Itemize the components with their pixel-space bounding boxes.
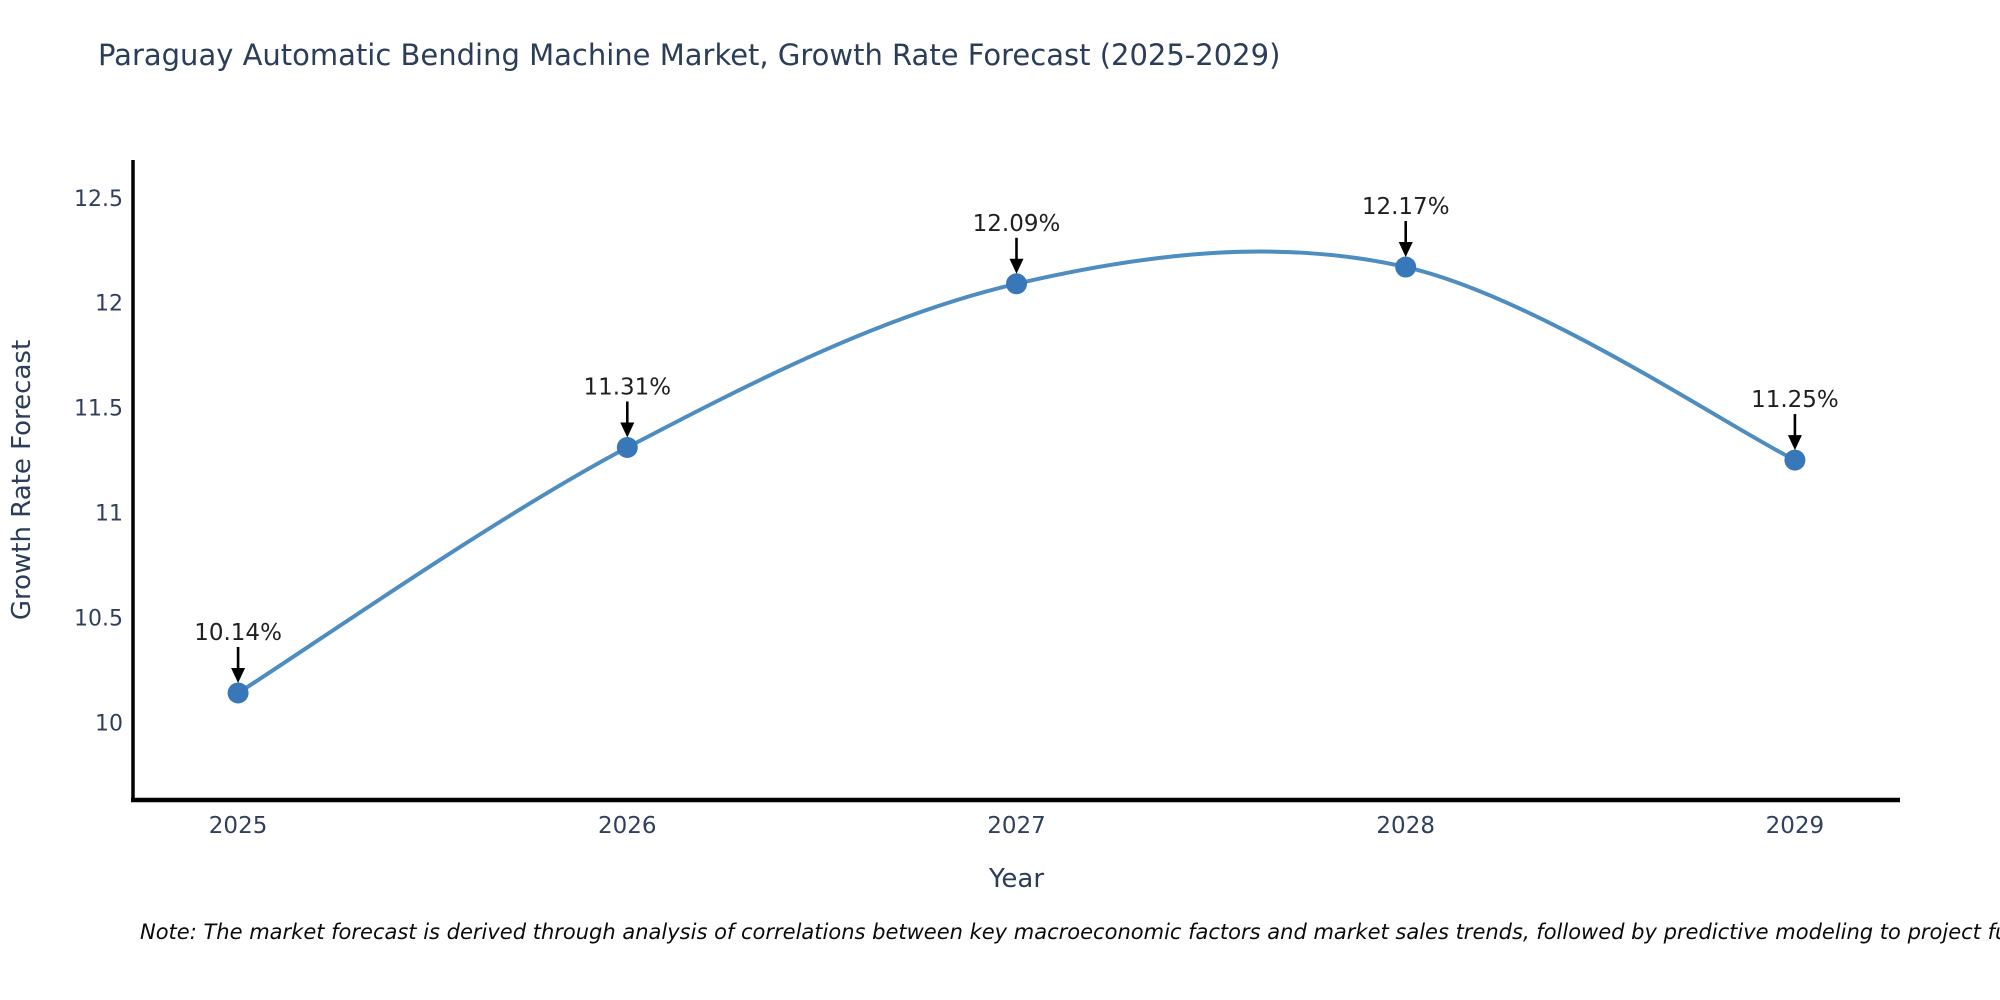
x-tick-label: 2026 [598, 813, 657, 839]
annotation-arrow-head [231, 667, 246, 683]
annotation-arrow-head [1009, 258, 1024, 274]
data-point-2027 [1006, 273, 1027, 295]
x-tick-label: 2029 [1766, 813, 1825, 839]
annotation-label: 10.14% [194, 620, 282, 646]
y-tick-label: 11.5 [74, 397, 123, 422]
annotation-label: 11.25% [1751, 387, 1839, 413]
annotation-label: 12.09% [973, 211, 1061, 237]
y-tick-label: 12.5 [74, 187, 123, 212]
y-tick-label: 10.5 [74, 606, 123, 631]
data-point-2029 [1784, 449, 1806, 471]
x-tick-label: 2025 [209, 813, 268, 839]
x-tick-label: 2028 [1376, 813, 1435, 839]
data-point-2025 [227, 682, 249, 704]
y-tick-label: 11 [95, 502, 123, 527]
annotation-arrow-head [1787, 435, 1802, 451]
footnote: Note: The market forecast is derived thr… [140, 920, 2000, 944]
data-point-2026 [616, 436, 638, 458]
x-axis-title: Year [988, 864, 1044, 894]
y-tick-label: 12 [95, 292, 123, 317]
annotation-label: 11.31% [583, 374, 671, 400]
y-axis-title: Growth Rate Forecast [7, 340, 37, 620]
annotation-label: 12.17% [1362, 194, 1450, 220]
forecast-line [236, 249, 1797, 695]
y-tick-label: 10 [95, 711, 123, 736]
chart-title: Paraguay Automatic Bending Machine Marke… [98, 38, 1281, 72]
annotation-arrow-head [1398, 242, 1413, 258]
annotation-arrow-head [620, 422, 635, 438]
data-point-2028 [1395, 256, 1417, 278]
x-tick-label: 2027 [987, 813, 1046, 839]
